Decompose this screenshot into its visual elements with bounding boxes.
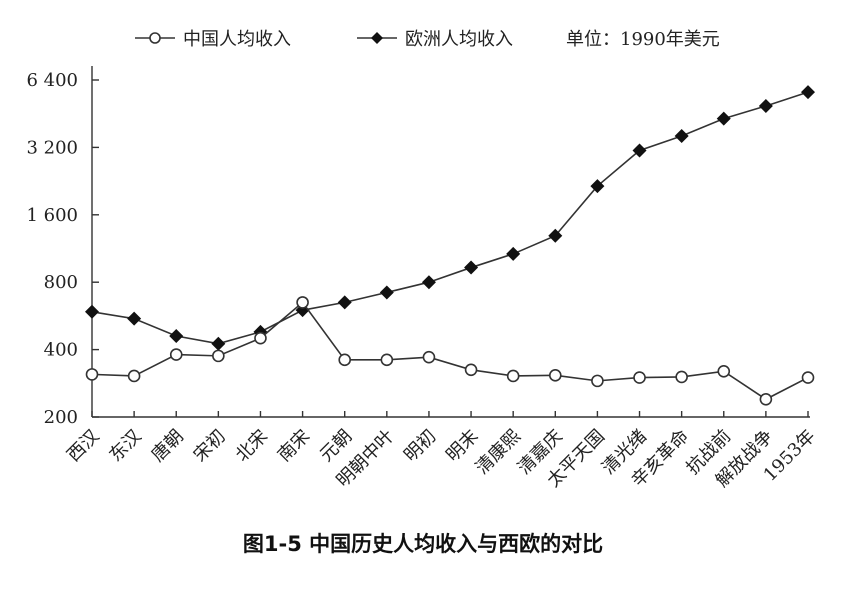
y-tick-label: 6 400: [26, 70, 78, 91]
x-tick-label: 南宋: [274, 426, 314, 466]
figure-caption: 图1-5 中国历史人均收入与西欧的对比: [242, 532, 604, 556]
data-point: [590, 179, 605, 194]
x-tick-label: 西汉: [63, 426, 103, 466]
data-point: [674, 128, 689, 143]
series-line: [91, 91, 809, 345]
data-point: [127, 311, 142, 326]
data-point: [212, 349, 225, 363]
x-tick-label: 明初: [400, 426, 440, 466]
data-point: [380, 353, 394, 367]
data-point: [801, 85, 815, 100]
data-point: [758, 98, 773, 113]
legend-item-europe: 欧洲人均收入: [357, 29, 513, 50]
data-point: [464, 363, 478, 377]
x-tick-label: 东汉: [105, 426, 145, 466]
y-tick-label: 400: [44, 340, 78, 361]
data-point: [85, 304, 99, 319]
y-tick-label: 800: [44, 272, 78, 293]
data-point: [169, 348, 183, 361]
data-point: [717, 364, 731, 378]
x-tick-label: 唐朝: [147, 426, 187, 466]
data-point: [379, 285, 394, 300]
data-point: [759, 392, 773, 406]
data-point: [127, 369, 141, 383]
data-point: [506, 246, 521, 261]
data-point: [169, 329, 184, 344]
data-point: [296, 296, 309, 309]
data-point: [548, 228, 563, 243]
data-point: [85, 368, 99, 381]
legend: 中国人均收入 欧洲人均收入 单位：1990年美元: [135, 29, 720, 50]
legend-marker: [371, 32, 383, 44]
data-point: [506, 369, 520, 383]
series-europe: [85, 85, 815, 351]
y-tick-label: 200: [44, 407, 78, 428]
data-point: [633, 371, 646, 384]
y-tick-label: 3 200: [26, 137, 78, 158]
data-point: [716, 111, 731, 126]
data-point: [338, 353, 352, 367]
series-china: [85, 296, 815, 406]
y-tick-label: 1 600: [26, 205, 78, 226]
data-point: [421, 275, 436, 290]
data-point: [211, 336, 226, 351]
legend-label: 欧洲人均收入: [405, 29, 513, 50]
data-point: [675, 370, 688, 384]
x-tick-label: 清康熙: [472, 426, 525, 479]
legend-item-china: 中国人均收入: [135, 29, 291, 50]
x-tick-label: 北宋: [232, 426, 272, 466]
data-point: [422, 350, 436, 364]
x-tick-label: 宋初: [190, 426, 230, 466]
series-layer: [85, 85, 815, 406]
unit-note: 单位：1990年美元: [566, 29, 720, 50]
data-point: [337, 295, 352, 310]
series-line: [91, 301, 809, 401]
line-chart: 中国人均收入 欧洲人均收入 单位：1990年美元 200 400 800 1 600 3 2…: [26, 29, 820, 491]
legend-label: 中国人均收入: [183, 29, 291, 50]
data-point: [548, 369, 562, 382]
data-point: [464, 260, 479, 275]
data-point: [801, 371, 815, 384]
data-point: [254, 331, 267, 345]
data-point: [632, 143, 647, 158]
data-point: [591, 374, 604, 388]
legend-marker: [149, 32, 161, 44]
